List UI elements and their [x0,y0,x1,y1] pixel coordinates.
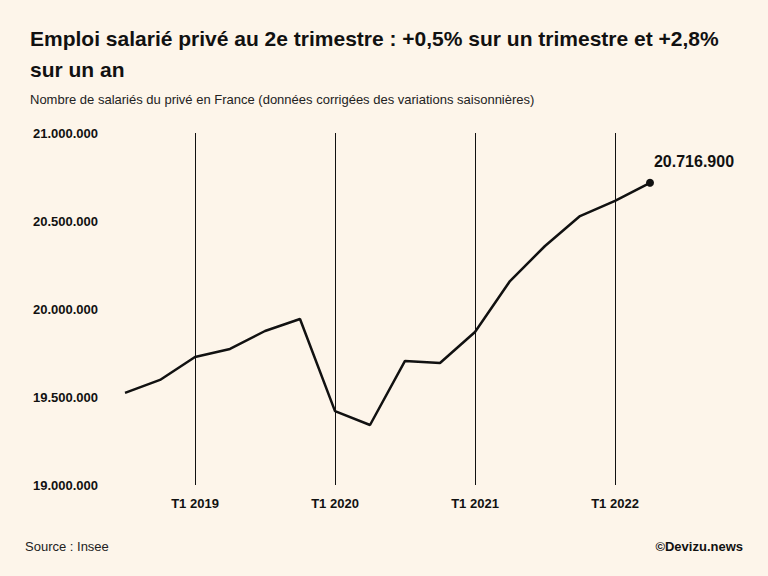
svg-text:Emploi salarié privé au 2e tri: Emploi salarié privé au 2e trimestre : +… [30,27,724,50]
svg-text:T1 2020: T1 2020 [311,496,359,511]
svg-text:T1 2019: T1 2019 [171,496,219,511]
svg-text:19.500.000: 19.500.000 [33,390,98,405]
svg-text:Source : Insee: Source : Insee [25,539,109,554]
svg-text:©Devizu.news: ©Devizu.news [655,539,743,554]
svg-text:19.000.000: 19.000.000 [33,478,98,493]
svg-text:21.000.000: 21.000.000 [33,126,98,141]
svg-text:20.716.900: 20.716.900 [654,153,734,170]
svg-text:20.500.000: 20.500.000 [33,214,98,229]
svg-text:sur un an: sur un an [30,58,125,81]
svg-text:T1 2021: T1 2021 [451,496,499,511]
svg-text:20.000.000: 20.000.000 [33,302,98,317]
svg-text:Nombre de salariés du privé en: Nombre de salariés du privé en France (d… [30,92,534,107]
svg-text:T1 2022: T1 2022 [591,496,639,511]
